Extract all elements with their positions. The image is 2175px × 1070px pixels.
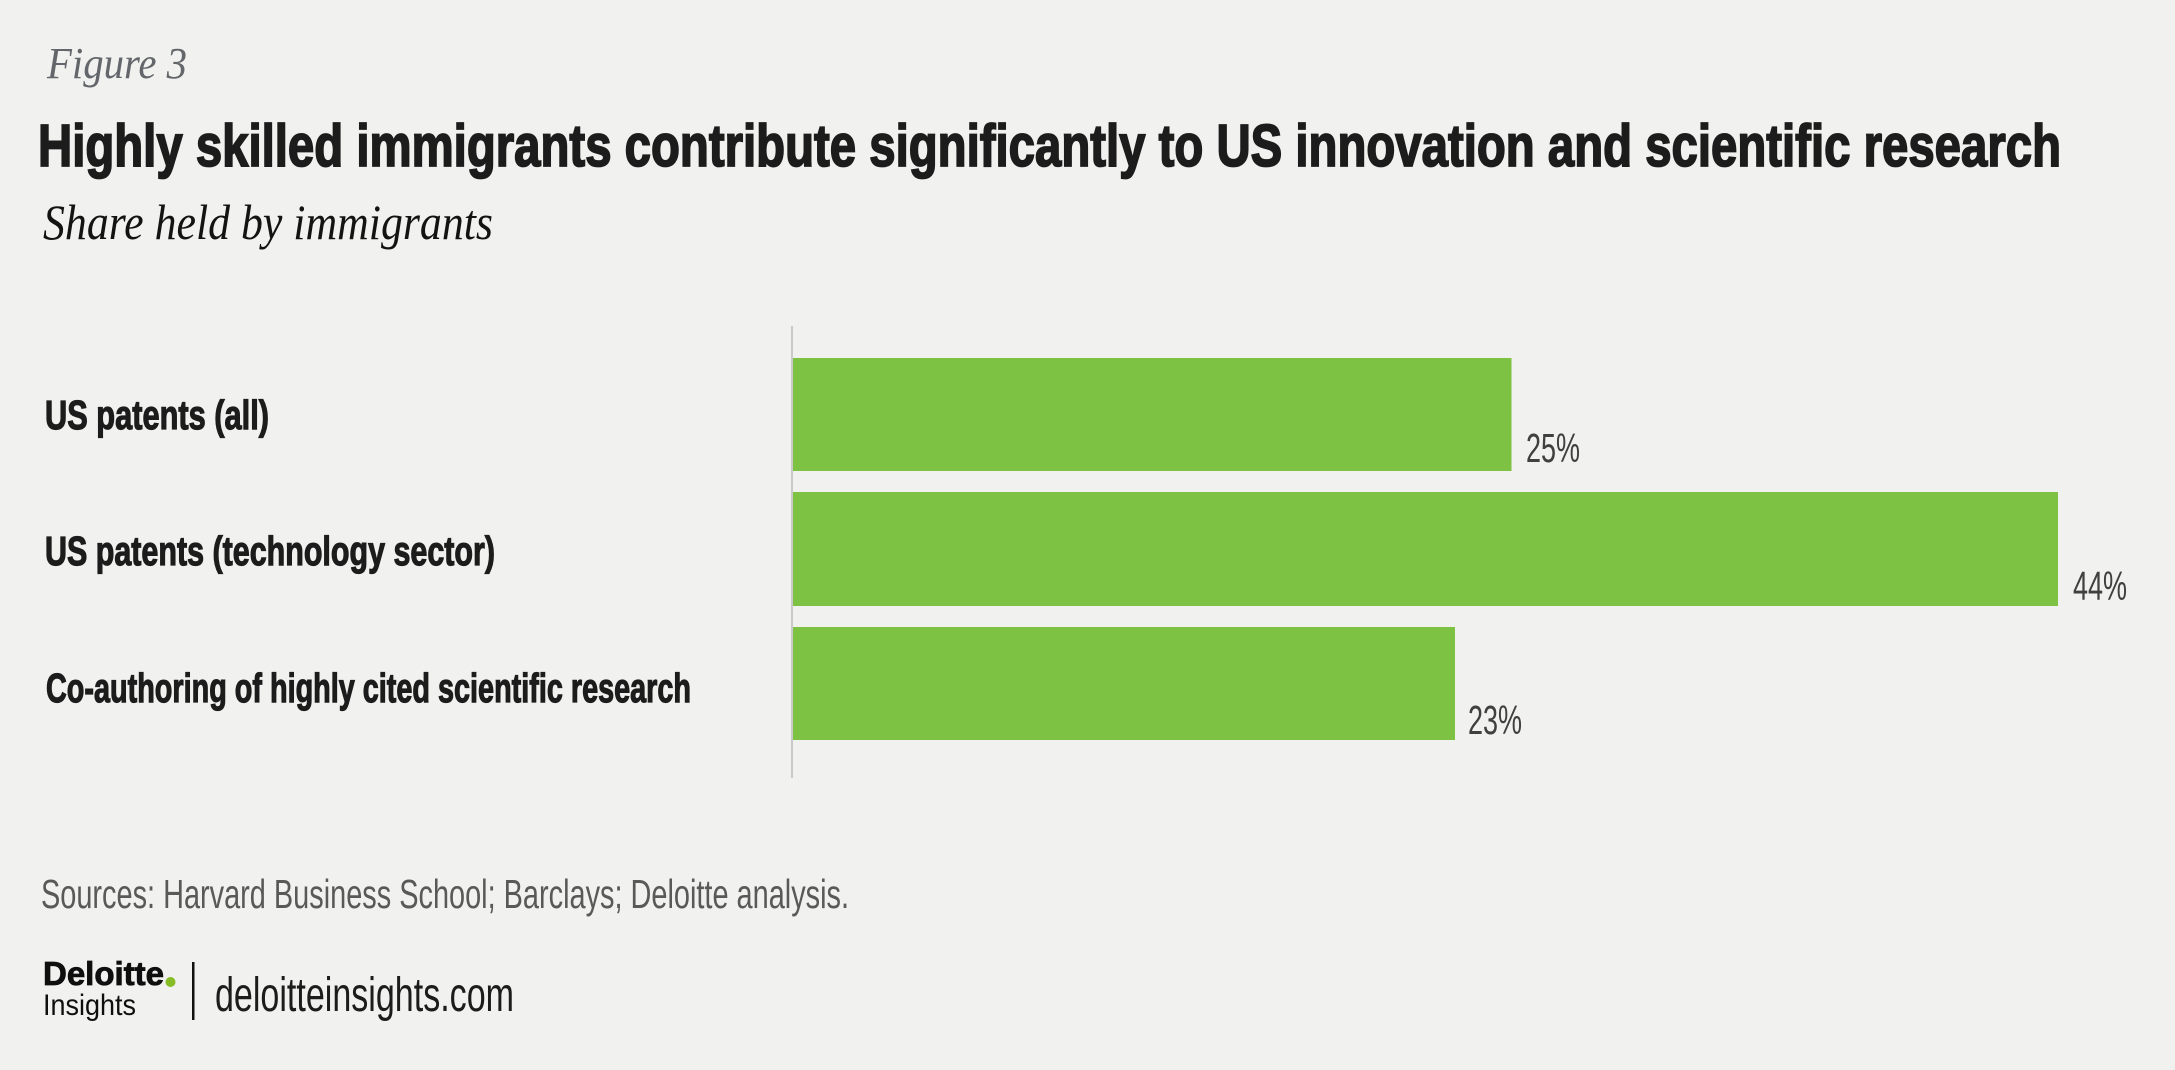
svg-text:Co-authoring of highly cited s: Co-authoring of highly cited scientific …	[46, 665, 691, 711]
svg-text:25%: 25%	[1526, 425, 1580, 471]
svg-text:Highly skilled immigrants cont: Highly skilled immigrants contribute sig…	[38, 113, 2061, 179]
svg-text:Share held by immigrants: Share held by immigrants	[43, 194, 493, 250]
svg-text:23%: 23%	[1468, 697, 1522, 743]
svg-text:Sources: Harvard Business Scho: Sources: Harvard Business School; Barcla…	[41, 871, 849, 917]
svg-text:deloitteinsights.com: deloitteinsights.com	[215, 969, 514, 1022]
svg-text:Deloitte: Deloitte	[43, 955, 164, 992]
svg-text:US patents (all): US patents (all)	[45, 392, 269, 438]
svg-text:44%: 44%	[2073, 563, 2127, 609]
svg-text:US patents (technology sector): US patents (technology sector)	[45, 528, 495, 574]
svg-text:Figure 3: Figure 3	[46, 39, 187, 88]
svg-text:Insights: Insights	[43, 989, 136, 1022]
